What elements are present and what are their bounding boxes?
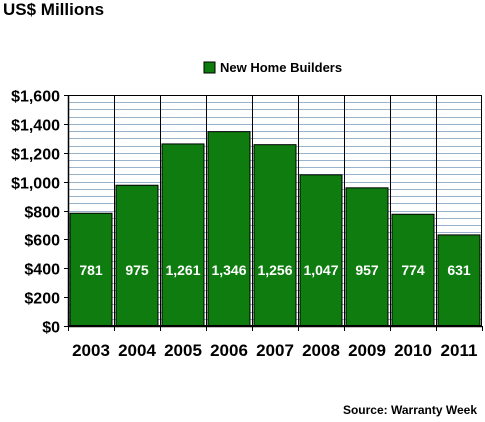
y-axis-tick-labels: $0 $200 $400 $600 $800 $1,000 $1,200 $1,400 $1,6… — [11, 89, 60, 337]
bar-2006 — [207, 131, 251, 327]
x-tick-label-2006: 2006 — [210, 341, 248, 360]
data-label-2010: 774 — [401, 262, 425, 278]
bar-2007 — [253, 144, 297, 327]
bar-2010 — [391, 213, 435, 327]
y-tick-label: $1,600 — [11, 89, 60, 106]
x-tick-label-2004: 2004 — [118, 341, 156, 360]
y-tick-label: $0 — [42, 320, 60, 337]
data-label-2005: 1,261 — [165, 262, 200, 278]
data-label-2004: 975 — [125, 262, 149, 278]
bar-2011 — [437, 234, 481, 327]
y-tick-label: $600 — [24, 233, 60, 250]
legend-swatch — [203, 61, 216, 74]
data-labels: 781 975 1,261 1,346 1,256 1,047 957 774 631 — [79, 262, 471, 278]
legend-label: New Home Builders — [220, 60, 342, 75]
data-label-2007: 1,256 — [257, 262, 292, 278]
x-tick-label-2005: 2005 — [164, 341, 202, 360]
data-label-2003: 781 — [79, 262, 103, 278]
y-tick-label: $1,200 — [11, 147, 60, 164]
data-label-2011: 631 — [447, 262, 471, 278]
x-tick-label-2003: 2003 — [72, 341, 110, 360]
data-label-2006: 1,346 — [211, 262, 246, 278]
data-label-2009: 957 — [355, 262, 379, 278]
y-tick-label: $400 — [24, 262, 60, 279]
y-tick-label: $200 — [24, 291, 60, 308]
bars — [69, 131, 481, 327]
x-tick-label-2009: 2009 — [348, 341, 386, 360]
y-tick-label: $1,400 — [11, 118, 60, 135]
y-tick-label: $1,000 — [11, 176, 60, 193]
x-tick-label-2010: 2010 — [394, 341, 432, 360]
x-tick-label-2007: 2007 — [256, 341, 294, 360]
bar-2008 — [299, 174, 343, 327]
x-tick-label-2008: 2008 — [302, 341, 340, 360]
chart-title: US$ Millions — [3, 0, 105, 19]
data-label-2008: 1,047 — [303, 262, 338, 278]
legend: New Home Builders — [203, 60, 342, 75]
x-axis-tick-labels: 2003 2004 2005 2006 2007 2008 2009 2010 2011 — [72, 341, 477, 360]
bar-2003 — [69, 212, 113, 327]
axes — [64, 95, 483, 331]
bar-2005 — [161, 143, 205, 327]
x-tick-label-2011: 2011 — [441, 341, 478, 360]
source-note: Source: Warranty Week — [342, 403, 477, 417]
bar-2009 — [345, 187, 389, 327]
bar-2004 — [115, 184, 159, 327]
y-tick-label: $800 — [24, 205, 60, 222]
